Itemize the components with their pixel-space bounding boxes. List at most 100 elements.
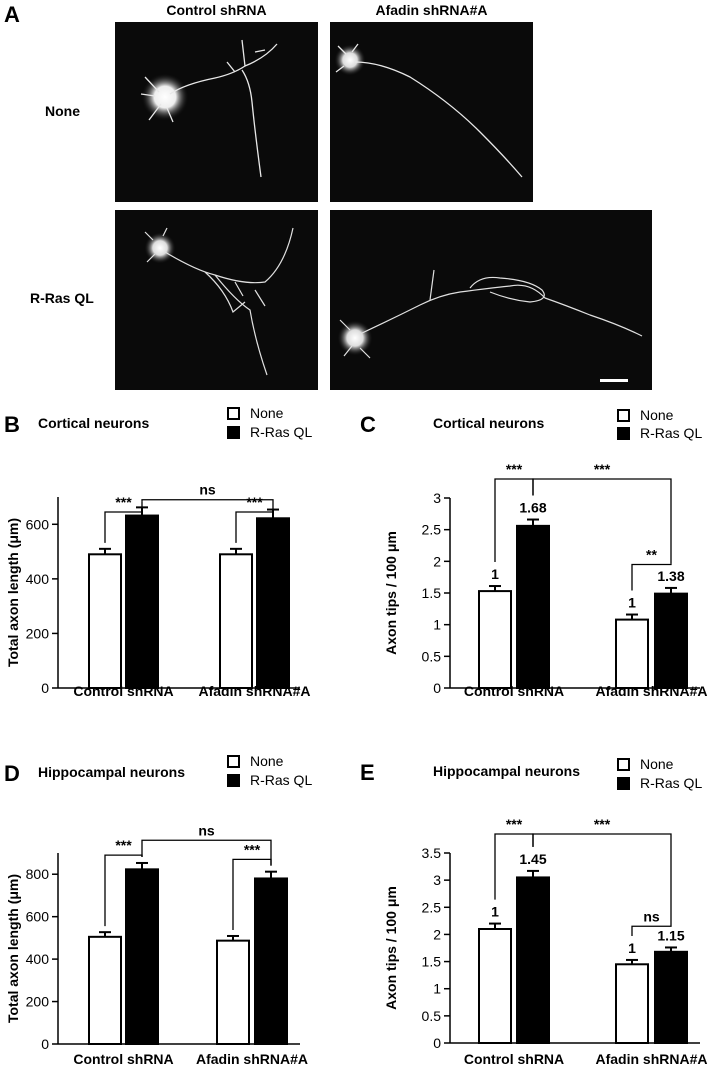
bar-none [216, 939, 250, 1045]
significance-label: *** [244, 841, 261, 857]
y-tick-label: 3 [433, 490, 441, 506]
y-axis-label: Total axon length (μm) [5, 874, 21, 1023]
legend-label-r-ras: R-Ras QL [640, 425, 702, 441]
significance-label: *** [594, 816, 611, 832]
legend-swatch-r-ras [227, 426, 240, 439]
y-tick-label: 800 [26, 866, 50, 882]
chart-b-cortical-axon-length: B Cortical neurons None R-Ras QL 0 200 400 600 T… [4, 405, 312, 699]
y-tick-label: 0.5 [422, 648, 442, 664]
category-label: Control shRNA [73, 1051, 173, 1067]
y-tick-label: 1 [433, 981, 441, 997]
legend-label-none: None [640, 756, 674, 772]
bar-value-label: 1 [628, 595, 636, 611]
y-tick-label: 0 [433, 1035, 441, 1051]
legend-label-none: None [640, 407, 674, 423]
row-header-r-ras: R-Ras QL [30, 290, 94, 306]
bar-none [219, 553, 253, 689]
y-tick-label: 200 [26, 994, 50, 1010]
significance-label: ns [643, 908, 660, 924]
panel-letter-a: A [4, 2, 20, 27]
y-tick-label: 200 [26, 625, 50, 641]
legend-swatch-none [227, 407, 240, 420]
significance-bracket [532, 833, 672, 924]
column-header-afadin: Afadin shRNA#A [375, 2, 488, 18]
category-label: Control shRNA [464, 1051, 564, 1067]
bar-value-label: 1.45 [519, 851, 546, 867]
chart-title: Cortical neurons [433, 415, 544, 431]
y-tick-label: 400 [26, 951, 50, 967]
y-tick-label: 0 [433, 680, 441, 696]
y-tick-label: 2 [433, 926, 441, 942]
y-axis-label: Total axon length (μm) [5, 518, 21, 667]
bar-none [615, 963, 649, 1045]
significance-label: *** [115, 837, 132, 853]
micrograph-control-none [115, 22, 318, 202]
significance-bracket [631, 923, 672, 936]
significance-label: ns [199, 482, 216, 498]
micrograph-control-r-ras [115, 210, 318, 390]
y-tick-label: 600 [26, 516, 50, 532]
significance-label: *** [246, 494, 263, 510]
micrograph-afadin-r-ras [330, 210, 652, 390]
y-tick-label: 1.5 [422, 954, 442, 970]
panel-letter-c: C [360, 412, 376, 437]
significance-label: *** [506, 461, 523, 477]
legend-swatch-none [617, 409, 630, 422]
y-tick-label: 2.5 [422, 899, 442, 915]
bar-none [88, 935, 122, 1045]
bar-r-ras [516, 876, 550, 1044]
legend-label-none: None [250, 753, 284, 769]
chart-title: Hippocampal neurons [433, 763, 580, 779]
chart-c-cortical-axon-tips: C Cortical neurons None R-Ras QL 0 0.5 1 1.5 2 2.… [360, 407, 708, 699]
y-tick-label: 0 [41, 680, 49, 696]
column-header-control: Control shRNA [166, 2, 267, 18]
legend-label-none: None [250, 405, 284, 421]
legend-swatch-r-ras [227, 774, 240, 787]
panel-letter-d: D [4, 761, 20, 786]
bar-r-ras [654, 950, 688, 1044]
micrograph-afadin-none [330, 22, 533, 202]
y-axis-label: Axon tips / 100 μm [383, 886, 399, 1010]
bar-r-ras [125, 514, 159, 689]
legend-swatch-r-ras [617, 777, 630, 790]
y-tick-label: 2 [433, 553, 441, 569]
y-tick-label: 0 [41, 1036, 49, 1052]
y-tick-label: 600 [26, 909, 50, 925]
bar-value-label: 1.15 [657, 927, 684, 943]
significance-label: *** [506, 816, 523, 832]
legend-swatch-none [227, 755, 240, 768]
chart-e-hippocampal-axon-tips: E Hippocampal neurons None R-Ras QL 0 0.5 1 1.5… [360, 756, 708, 1067]
scale-bar [600, 379, 628, 382]
y-tick-label: 1.5 [422, 585, 442, 601]
bar-r-ras [516, 524, 550, 689]
bar-value-label: 1.38 [657, 568, 684, 584]
significance-label: ** [646, 547, 657, 563]
significance-bracket [631, 563, 672, 591]
category-label: Afadin shRNA#A [595, 1051, 707, 1067]
bar-none [478, 928, 512, 1044]
bar-none [88, 553, 122, 689]
significance-bracket [232, 858, 272, 930]
y-tick-label: 2.5 [422, 522, 442, 538]
bar-none [615, 618, 649, 690]
bar-r-ras [254, 877, 288, 1045]
category-label: Afadin shRNA#A [595, 683, 707, 699]
y-tick-label: 0.5 [422, 1008, 442, 1024]
y-axis-label: Axon tips / 100 μm [383, 531, 399, 655]
bar-value-label: 1 [628, 940, 636, 956]
significance-label: *** [115, 494, 132, 510]
category-label: Afadin shRNA#A [196, 1051, 308, 1067]
chart-title: Cortical neurons [38, 415, 149, 431]
panel-letter-e: E [360, 760, 375, 785]
bar-value-label: 1 [491, 566, 499, 582]
bar-none [478, 590, 512, 690]
legend-swatch-none [617, 758, 630, 771]
legend-label-r-ras: R-Ras QL [250, 424, 312, 440]
y-tick-label: 3.5 [422, 845, 442, 861]
category-label: Afadin shRNA#A [198, 683, 310, 699]
bar-r-ras [125, 868, 159, 1045]
bar-value-label: 1 [491, 904, 499, 920]
bar-value-label: 1.68 [519, 500, 546, 516]
legend-swatch-r-ras [617, 427, 630, 440]
y-tick-label: 3 [433, 872, 441, 888]
